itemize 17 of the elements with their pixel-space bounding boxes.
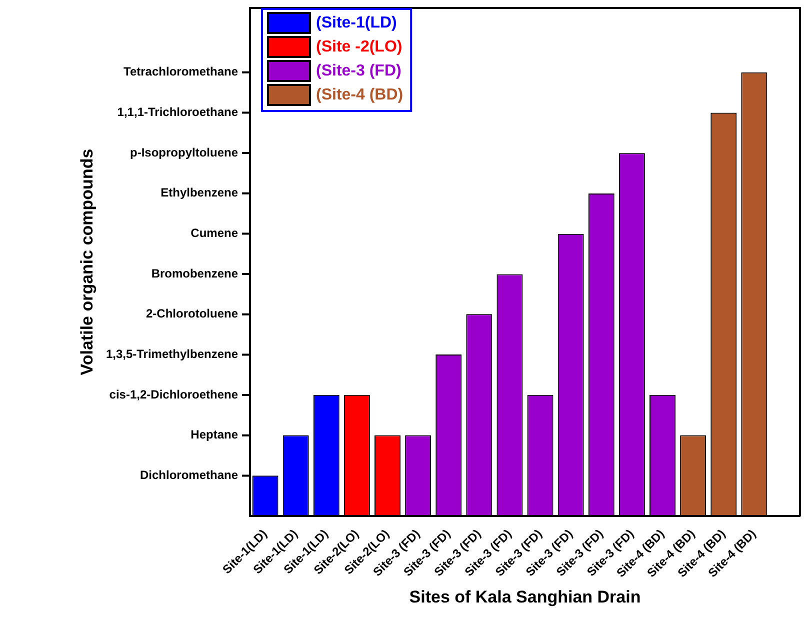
text: Bromobenzene [151, 266, 238, 280]
text: 2-Chlorotoluene [146, 306, 238, 321]
x-axis-title: Sites of Kala Sanghian Drain [409, 587, 641, 606]
text: 1,3,5-Trimethylbenzene [106, 347, 238, 362]
text: 1,1,1-Trichloroethane [117, 104, 238, 119]
text: cis-1,2-Dichloroethene [109, 387, 238, 402]
text: Dichloromethane [140, 468, 238, 482]
text: Tetrachloromethane [124, 64, 238, 79]
legend-label: (Site-4 (BD) [316, 86, 404, 104]
legend-label: (Site-1(LD) [316, 14, 397, 32]
legend-label: (Site-3 (FD) [316, 62, 402, 80]
legend-label: (Site -2(LO) [316, 38, 402, 56]
text: p-Isopropyltoluene [130, 145, 238, 160]
text: Cumene [190, 226, 238, 240]
text: Heptane [190, 428, 238, 442]
text: Volatile organic compounds [78, 148, 97, 376]
text: Ethylbenzene [160, 186, 238, 200]
